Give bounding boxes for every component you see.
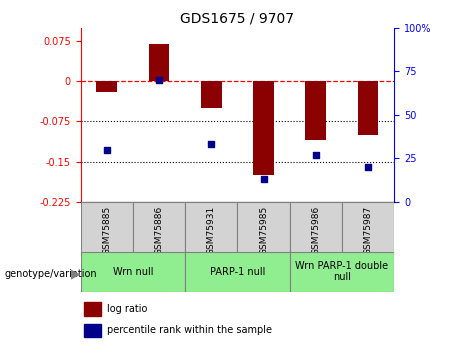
- Bar: [133, 202, 185, 252]
- Point: [155, 77, 163, 83]
- Title: GDS1675 / 9707: GDS1675 / 9707: [180, 11, 295, 25]
- Bar: [185, 252, 290, 292]
- Bar: [96, 81, 117, 92]
- Bar: [148, 44, 170, 81]
- Bar: [305, 81, 326, 140]
- Point: [103, 147, 111, 152]
- Point: [364, 164, 372, 170]
- Point: [207, 141, 215, 147]
- Text: log ratio: log ratio: [107, 304, 148, 314]
- Bar: [290, 202, 342, 252]
- Bar: [358, 81, 378, 135]
- Bar: [253, 81, 274, 175]
- Bar: [201, 81, 222, 108]
- Text: GSM75885: GSM75885: [102, 205, 111, 255]
- Text: GSM75986: GSM75986: [311, 205, 320, 255]
- Bar: [81, 252, 185, 292]
- Text: PARP-1 null: PARP-1 null: [210, 267, 265, 277]
- Text: percentile rank within the sample: percentile rank within the sample: [107, 325, 272, 335]
- Bar: [84, 324, 101, 337]
- Text: GSM75886: GSM75886: [154, 205, 164, 255]
- Text: GSM75931: GSM75931: [207, 205, 216, 255]
- Bar: [290, 252, 394, 292]
- Point: [312, 152, 319, 158]
- Bar: [84, 302, 101, 316]
- Text: Wrn null: Wrn null: [112, 267, 153, 277]
- Text: ▶: ▶: [71, 268, 81, 281]
- Bar: [81, 202, 133, 252]
- Text: GSM75985: GSM75985: [259, 205, 268, 255]
- Point: [260, 176, 267, 182]
- Bar: [185, 202, 237, 252]
- Bar: [237, 202, 290, 252]
- Text: genotype/variation: genotype/variation: [5, 269, 97, 279]
- Text: Wrn PARP-1 double
null: Wrn PARP-1 double null: [296, 261, 389, 283]
- Bar: [342, 202, 394, 252]
- Text: GSM75987: GSM75987: [364, 205, 372, 255]
